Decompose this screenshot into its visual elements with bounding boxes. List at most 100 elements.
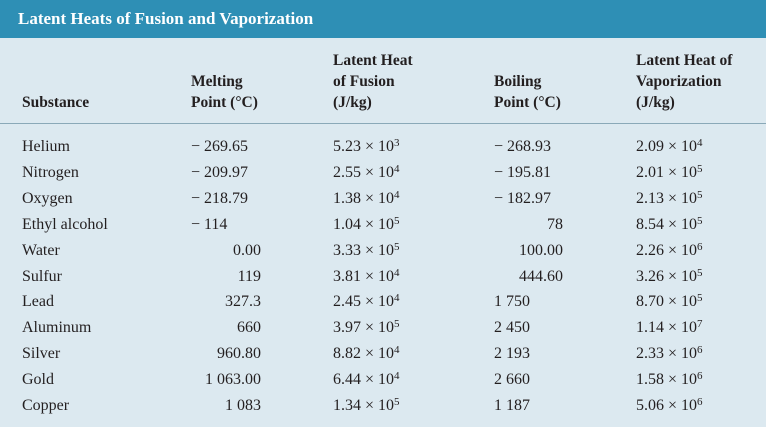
fusion-mantissa: 3.33 × 10 <box>333 241 395 259</box>
latent-heat-fusion-cell: 1.38 × 104 <box>333 189 400 209</box>
boiling-point-cell: 2 450 <box>494 319 530 337</box>
fusion-exponent: 4 <box>394 344 400 357</box>
boiling-point-cell: 1 750 <box>494 293 530 311</box>
fusion-mantissa: 8.82 × 10 <box>333 345 395 363</box>
header-substance: Substance <box>22 94 90 111</box>
header-melting-point: Melting Point (°C) <box>191 73 258 111</box>
substance-cell: Ethyl alcohol <box>22 215 108 233</box>
melting-point-cell: 1 083 <box>225 397 261 414</box>
substance-cell: Water <box>22 241 60 259</box>
vaporization-mantissa: 2.33 × 10 <box>636 345 698 363</box>
latent-heat-vaporization-cell: 8.54 × 105 <box>636 215 703 235</box>
boiling-point-cell: 78 <box>547 215 563 233</box>
fusion-exponent: 4 <box>394 162 400 175</box>
melting-point-cell: 960.80 <box>217 345 261 363</box>
fusion-exponent: 5 <box>394 396 400 408</box>
latent-heat-vaporization-cell: 2.09 × 104 <box>636 137 703 157</box>
boiling-point-cell: 2 660 <box>494 371 530 389</box>
latent-heat-fusion-cell: 8.82 × 104 <box>333 344 400 364</box>
substance-cell: Lead <box>22 293 54 311</box>
latent-heat-vaporization-cell: 5.06 × 106 <box>636 396 703 416</box>
vaporization-mantissa: 2.09 × 10 <box>636 138 698 155</box>
vaporization-mantissa: 2.13 × 10 <box>636 189 698 207</box>
vaporization-exponent: 6 <box>697 240 703 253</box>
vaporization-mantissa: 2.26 × 10 <box>636 241 698 259</box>
melting-point-cell: − 209.97 <box>191 163 249 181</box>
vaporization-exponent: 6 <box>697 396 703 408</box>
header-latent-heat-vaporization: Latent Heat of Vaporization (J/kg) <box>636 52 733 111</box>
header-boiling-point: Boiling Point (°C) <box>494 73 561 111</box>
latent-heat-fusion-cell: 1.34 × 105 <box>333 396 400 416</box>
melting-point-cell: − 269.65 <box>191 138 249 155</box>
substance-cell: Helium <box>22 138 70 155</box>
latent-heat-fusion-cell: 1.04 × 105 <box>333 215 400 235</box>
latent-heat-vaporization-cell: 2.01 × 105 <box>636 163 703 183</box>
vaporization-mantissa: 1.14 × 10 <box>636 319 698 337</box>
melting-point-cell: 0.00 <box>233 241 261 259</box>
latent-heat-fusion-cell: 3.97 × 105 <box>333 318 400 338</box>
fusion-exponent: 5 <box>394 318 400 331</box>
vaporization-mantissa: 3.26 × 10 <box>636 267 698 285</box>
latent-heat-vaporization-cell: 1.58 × 106 <box>636 370 703 390</box>
latent-heat-vaporization-cell: 8.70 × 105 <box>636 292 703 312</box>
boiling-point-cell: − 182.97 <box>494 189 552 207</box>
latent-heat-vaporization-cell: 2.26 × 106 <box>636 241 703 261</box>
latent-heat-vaporization-cell: 2.33 × 106 <box>636 344 703 364</box>
melting-point-cell: − 114 <box>191 215 228 233</box>
latent-heat-fusion-cell: 2.55 × 104 <box>333 163 400 183</box>
fusion-mantissa: 3.97 × 10 <box>333 319 395 337</box>
boiling-point-cell: − 268.93 <box>494 138 552 155</box>
vaporization-mantissa: 8.54 × 10 <box>636 215 698 233</box>
fusion-mantissa: 6.44 × 10 <box>333 371 395 389</box>
vaporization-exponent: 7 <box>697 318 703 331</box>
latent-heat-fusion-cell: 6.44 × 104 <box>333 370 400 390</box>
boiling-point-cell: 2 193 <box>494 345 530 363</box>
latent-heat-fusion-cell: 3.81 × 104 <box>333 267 400 287</box>
fusion-mantissa: 3.81 × 10 <box>333 267 395 285</box>
melting-point-cell: 327.3 <box>225 293 261 311</box>
substance-cell: Nitrogen <box>22 163 79 181</box>
fusion-exponent: 5 <box>394 240 400 253</box>
vaporization-exponent: 4 <box>697 137 703 149</box>
vaporization-exponent: 6 <box>697 370 703 383</box>
fusion-exponent: 5 <box>394 214 400 227</box>
fusion-mantissa: 2.55 × 10 <box>333 163 395 181</box>
melting-point-cell: 660 <box>237 319 261 337</box>
melting-point-cell: 1 063.00 <box>205 371 261 389</box>
fusion-exponent: 4 <box>394 188 400 201</box>
latent-heat-fusion-cell: 5.23 × 103 <box>333 137 400 157</box>
vaporization-exponent: 5 <box>697 266 703 279</box>
substance-cell: Aluminum <box>22 319 92 337</box>
fusion-exponent: 4 <box>394 370 400 383</box>
vaporization-exponent: 5 <box>697 292 703 305</box>
fusion-mantissa: 1.34 × 10 <box>333 397 395 414</box>
substance-cell: Copper <box>22 397 70 414</box>
latent-heat-vaporization-cell: 2.13 × 105 <box>636 189 703 209</box>
boiling-point-cell: 444.60 <box>519 267 563 285</box>
vaporization-exponent: 5 <box>697 214 703 227</box>
table-title: Latent Heats of Fusion and Vaporization <box>0 0 766 38</box>
fusion-mantissa: 5.23 × 10 <box>333 138 395 155</box>
vaporization-mantissa: 8.70 × 10 <box>636 293 698 311</box>
latent-heat-fusion-cell: 3.33 × 105 <box>333 241 400 261</box>
fusion-exponent: 4 <box>394 266 400 279</box>
fusion-mantissa: 2.45 × 10 <box>333 293 395 311</box>
fusion-mantissa: 1.04 × 10 <box>333 215 395 233</box>
fusion-exponent: 4 <box>394 292 400 305</box>
vaporization-exponent: 5 <box>697 162 703 175</box>
vaporization-mantissa: 1.58 × 10 <box>636 371 698 389</box>
header-latent-heat-fusion: Latent Heat of Fusion (J/kg) <box>333 52 413 111</box>
boiling-point-cell: 100.00 <box>519 241 563 259</box>
latent-heat-vaporization-cell: 3.26 × 105 <box>636 267 703 287</box>
melting-point-cell: 119 <box>237 267 261 285</box>
vaporization-exponent: 5 <box>697 188 703 201</box>
substance-cell: Silver <box>22 345 61 363</box>
vaporization-exponent: 6 <box>697 344 703 357</box>
substance-cell: Sulfur <box>22 267 62 285</box>
melting-point-cell: − 218.79 <box>191 189 249 207</box>
substance-cell: Gold <box>22 371 54 389</box>
boiling-point-cell: − 195.81 <box>494 163 552 181</box>
vaporization-mantissa: 5.06 × 10 <box>636 397 698 414</box>
substance-cell: Oxygen <box>22 189 73 207</box>
